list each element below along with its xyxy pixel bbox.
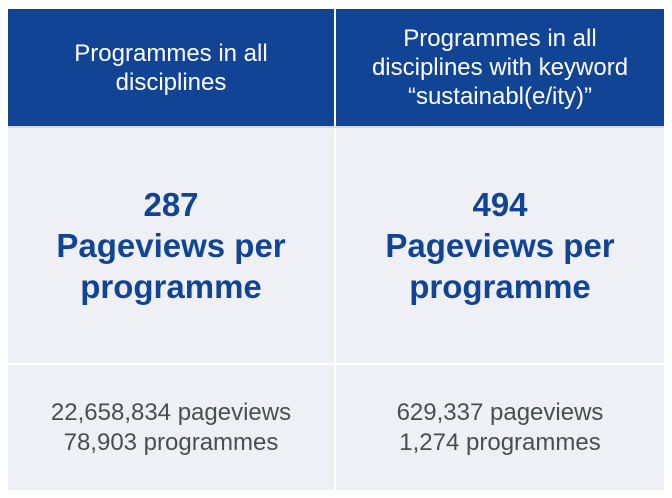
header-line: Programmes in all	[403, 25, 597, 52]
header-line: “sustainabl(e/ity)”	[407, 83, 593, 110]
row-divider	[8, 126, 664, 128]
pageviews-per-programme-value: 287	[143, 186, 199, 223]
column-divider	[334, 365, 336, 490]
total-programmes: 78,903 programmes	[63, 428, 279, 456]
row-divider	[8, 363, 664, 365]
comparison-table: Programmes in all disciplines Programmes…	[8, 9, 664, 490]
metric-label-line: Pageviews per	[56, 227, 286, 264]
metric-label-line: Pageviews per	[385, 227, 615, 264]
header-line: disciplines with keyword	[371, 54, 629, 81]
metric-cell-sustainability-keyword: 494 Pageviews per programme	[336, 128, 664, 363]
metric-cell-all-disciplines: 287 Pageviews per programme	[8, 128, 334, 363]
totals-cell-all-disciplines: 22,658,834 pageviews 78,903 programmes	[8, 365, 334, 490]
column-divider	[334, 128, 336, 363]
header-line: Programmes in all	[74, 39, 268, 67]
total-pageviews: 22,658,834 pageviews	[50, 398, 292, 426]
totals-cell-sustainability-keyword: 629,337 pageviews 1,274 programmes	[336, 365, 664, 490]
total-pageviews: 629,337 pageviews	[396, 398, 604, 426]
column-divider	[334, 9, 336, 126]
column-header-all-disciplines: Programmes in all disciplines	[8, 9, 334, 126]
pageviews-per-programme-value: 494	[472, 186, 528, 223]
total-programmes: 1,274 programmes	[399, 428, 601, 456]
column-header-sustainability-keyword: Programmes in all disciplines with keywo…	[336, 9, 664, 126]
metric-label-line: programme	[80, 268, 262, 305]
metric-label-line: programme	[409, 268, 591, 305]
header-line: disciplines	[115, 68, 227, 96]
